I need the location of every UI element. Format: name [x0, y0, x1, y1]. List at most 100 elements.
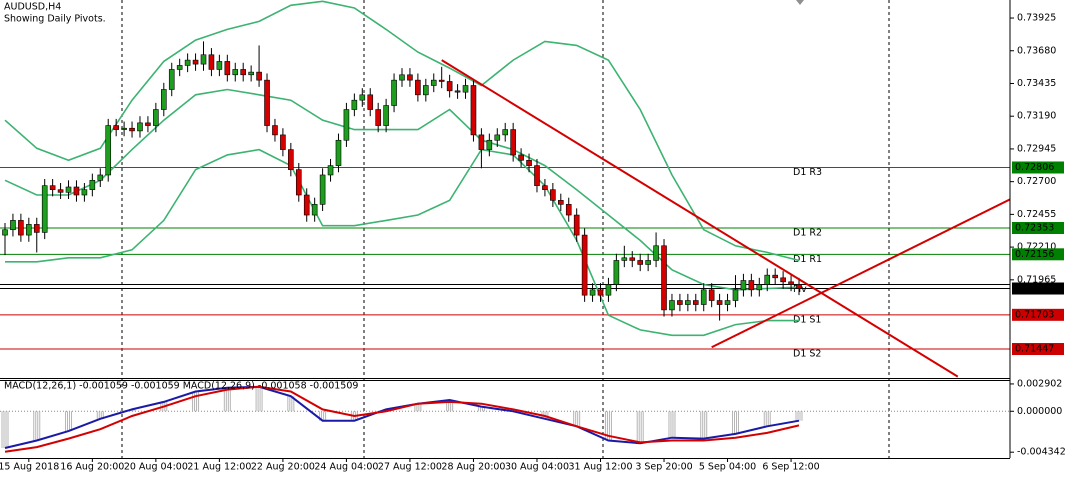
candle-body: [81, 189, 88, 196]
candle-body: [224, 61, 231, 76]
x-tick-label: 22 Aug 20:00: [251, 462, 315, 473]
candle-body: [153, 109, 159, 126]
candle-body: [49, 185, 56, 190]
candle-body: [161, 89, 167, 110]
x-tick-label: 24 Aug 04:00: [314, 462, 378, 473]
x-tick-label: 3 Sep 20:00: [635, 462, 692, 473]
candle-body: [89, 180, 96, 190]
candle-body: [780, 277, 786, 283]
candle-body: [613, 260, 620, 285]
price-box: [1012, 222, 1064, 235]
pivot-label: D1 S1: [793, 314, 821, 325]
candle-body: [518, 154, 524, 161]
candle-body: [740, 280, 747, 291]
candle-body: [653, 245, 659, 261]
candle-body: [677, 300, 683, 305]
candle-body: [375, 109, 381, 126]
candle-body: [256, 71, 262, 81]
candle-body: [343, 109, 350, 141]
candle-body: [41, 185, 48, 233]
candle-body: [145, 122, 151, 126]
candle-body: [248, 71, 254, 76]
y-tick-label: 0.73435: [1017, 78, 1056, 89]
candle-body: [486, 139, 493, 150]
price-box: [1012, 248, 1064, 261]
candle-body: [732, 289, 739, 301]
bollinger-band: [5, 148, 799, 337]
candle-body: [621, 257, 628, 261]
y-tick-label: -0.004342: [1017, 447, 1066, 458]
candle-body: [494, 134, 501, 141]
candle-body: [534, 165, 540, 186]
chart-title: AUDUSD,H4: [4, 2, 61, 13]
candle-body: [295, 169, 302, 196]
axes: 0.73925 0.73680 0.73435 0.73190 0.72945 0.727…: [0, 13, 1066, 473]
candle-body: [692, 300, 699, 305]
candle-body: [391, 79, 397, 106]
candle-body: [669, 300, 675, 311]
x-tick-label: 21 Aug 12:00: [187, 462, 251, 473]
trend-line: [711, 198, 1010, 349]
macd-header: MACD(12,26,1) -0.001059 -0.001059 MACD(1…: [4, 381, 358, 392]
y-tick-label: 0.72945: [1017, 143, 1056, 154]
y-tick-label: 0.000000: [1017, 406, 1062, 417]
price-box-label: 0.72353: [1015, 223, 1054, 234]
price-box-label: 0.71447: [1015, 344, 1054, 355]
candle-body: [288, 149, 294, 170]
candle-body: [597, 289, 604, 296]
candle-body: [661, 245, 667, 311]
y-tick-label: 0.72700: [1017, 176, 1056, 187]
x-tick-label: 5 Sep 04:00: [699, 462, 756, 473]
bollinger-band: [4, 0, 800, 262]
candle-body: [10, 220, 16, 231]
price-box-label: 0.72806: [1015, 162, 1054, 173]
candle-body: [367, 94, 374, 110]
candle-body: [724, 300, 731, 305]
y-tick-label: 0.002902: [1017, 378, 1062, 389]
candle-body: [446, 81, 453, 92]
candle-body: [430, 79, 437, 86]
x-tick-label: 20 Aug 04:00: [124, 462, 188, 473]
candle-body: [478, 134, 485, 150]
candle-body: [589, 289, 596, 296]
pivot-label: D1 R1: [793, 254, 822, 265]
y-tick-label: 0.73680: [1017, 45, 1056, 56]
candle-body: [407, 74, 413, 81]
candle-body: [105, 125, 112, 176]
candle-body: [113, 125, 119, 130]
price-box-label: 0.72156: [1015, 249, 1054, 260]
candle-body: [772, 274, 778, 279]
candle-body: [550, 189, 556, 201]
x-tick-label: 28 Aug 20:00: [441, 462, 505, 473]
pivot-label: Piv: [793, 284, 807, 295]
candle-body: [748, 280, 755, 291]
chart-subtitle: Showing Daily Pivots.: [4, 14, 106, 25]
candle-body: [542, 185, 548, 190]
y-tick-label: 0.72455: [1017, 209, 1056, 220]
price-box: [1012, 282, 1064, 295]
candle-body: [756, 284, 763, 291]
y-tick-label: 0.71965: [1017, 274, 1056, 285]
candle-body: [311, 204, 318, 216]
candle-body: [57, 189, 64, 193]
candle-body: [764, 274, 771, 285]
pivot-label: D1 R3: [793, 167, 822, 178]
candle-body: [565, 204, 572, 216]
y-tick-label: 0.73925: [1017, 13, 1056, 24]
candle-body: [216, 61, 223, 70]
candle-body: [232, 69, 239, 76]
price-box-label: 0.71900: [1015, 283, 1054, 294]
candle-body: [700, 289, 707, 305]
candle-body: [502, 129, 509, 136]
candle-body: [383, 105, 389, 126]
candle-body: [438, 79, 445, 82]
candle-body: [33, 224, 40, 233]
candle-body: [272, 125, 278, 136]
candle-body: [176, 65, 183, 70]
candle-body: [200, 54, 207, 65]
x-tick-label: 15 Aug 2018: [0, 462, 59, 473]
x-tick-label: 30 Aug 04:00: [505, 462, 569, 473]
